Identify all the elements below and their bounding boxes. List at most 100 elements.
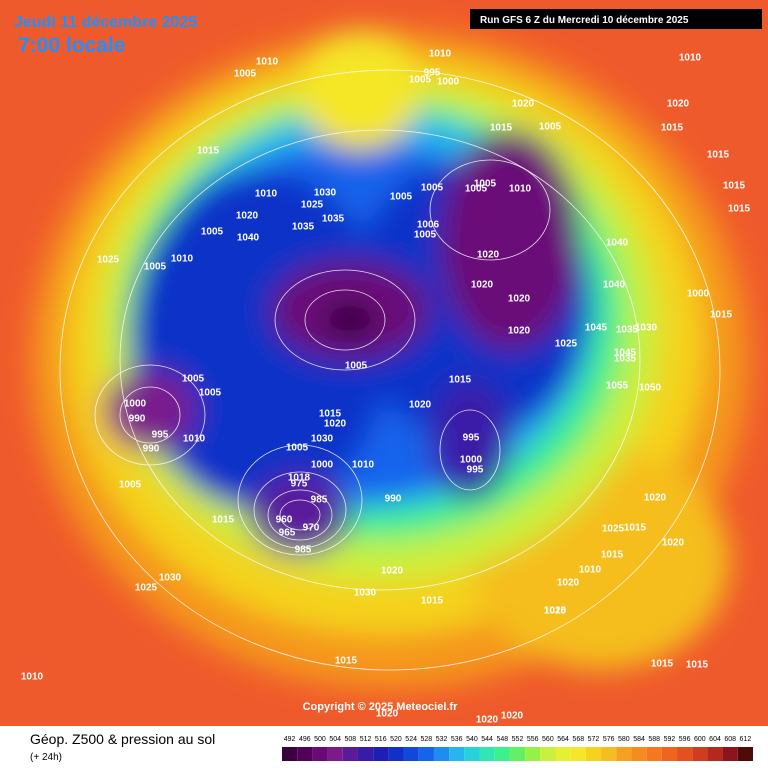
pressure-label: 990: [385, 494, 402, 505]
scale-cell: [555, 747, 571, 761]
pressure-label: 1005: [144, 262, 167, 273]
scale-cell: [403, 747, 419, 761]
pressure-label: 1015: [449, 375, 472, 386]
scale-cell: [692, 747, 708, 761]
pressure-label: 1020: [471, 280, 494, 291]
scale-label: 612: [740, 736, 752, 743]
pressure-label: 1005: [414, 230, 437, 241]
scale-label: 576: [603, 736, 615, 743]
scale-label: 492: [284, 736, 296, 743]
scale-cell: [373, 747, 389, 761]
pressure-label: 1015: [707, 150, 730, 161]
scale-cell: [312, 747, 328, 761]
scale-label: 500: [314, 736, 326, 743]
pressure-label: 1025: [555, 339, 578, 350]
scale-label: 552: [512, 736, 524, 743]
pressure-label: 1005: [234, 69, 257, 80]
pressure-label: 1000: [437, 77, 460, 88]
pressure-label: 995: [463, 433, 480, 444]
pressure-label: 1005: [199, 388, 222, 399]
pressure-label: 1025: [602, 524, 625, 535]
scale-label: 564: [557, 736, 569, 743]
scale-cell: [509, 747, 526, 761]
pressure-label: 1040: [237, 233, 260, 244]
pressure-label: 1025: [97, 255, 120, 266]
scale-label: 528: [420, 736, 432, 743]
scale-label: 604: [709, 736, 721, 743]
pressure-label: 1035: [614, 354, 637, 365]
scale-cell: [327, 747, 343, 761]
scale-cell: [570, 747, 586, 761]
scale-label: 560: [542, 736, 554, 743]
scale-cell: [357, 747, 374, 761]
pressure-label: 1020: [409, 400, 432, 411]
pressure-label: 1015: [601, 550, 624, 561]
pressure-label: 1030: [354, 588, 377, 599]
scale-label: 568: [572, 736, 584, 743]
scale-cell: [433, 747, 450, 761]
scale-label: 540: [466, 736, 478, 743]
pressure-label: 1015: [421, 596, 444, 607]
scale-cell: [388, 747, 404, 761]
pressure-label: 1010: [352, 460, 375, 471]
header-date: Jeudi 11 décembre 2025: [14, 14, 197, 31]
scale-label: 496: [299, 736, 311, 743]
pressure-label: 1000: [311, 460, 334, 471]
scale-label: 596: [679, 736, 691, 743]
scale-label: 504: [329, 736, 341, 743]
color-scale: 492 496 500 504 508 512 516 520 524 528 532 536 540 5…: [282, 736, 753, 761]
pressure-label: 1010: [255, 189, 278, 200]
scale-cell: [677, 747, 693, 761]
pressure-label: 1005: [421, 183, 444, 194]
pressure-label: 1010: [509, 184, 532, 195]
scale-label: 508: [345, 736, 357, 743]
scale-cell: [722, 747, 738, 761]
pressure-label: 1000: [687, 289, 710, 300]
pressure-label: 1015: [319, 409, 342, 420]
pressure-label: 1000: [460, 455, 483, 466]
scale-cell: [737, 747, 753, 761]
scale-label: 608: [724, 736, 736, 743]
pressure-label: 1005: [465, 184, 488, 195]
pressure-label: 1040: [603, 280, 626, 291]
pressure-label: 1005: [409, 75, 432, 86]
pressure-label: 1035: [322, 214, 345, 225]
pressure-label: 1005: [474, 179, 497, 190]
pressure-label: 1015: [335, 656, 358, 667]
pressure-label: 1015: [686, 660, 709, 671]
pressure-label: 985: [311, 495, 328, 506]
pressure-label: 1025: [135, 583, 158, 594]
pressure-label: 1005: [286, 443, 309, 454]
scale-cell: [631, 747, 647, 761]
scale-cell: [464, 747, 480, 761]
scale-label: 556: [527, 736, 539, 743]
pressure-label: 1010: [579, 565, 602, 576]
header-time: 7:00 locale: [18, 34, 125, 57]
pressure-label: 1020: [476, 715, 499, 726]
pressure-label: 1020: [667, 99, 690, 110]
scale-label: 548: [496, 736, 508, 743]
pressure-label: 1020: [644, 493, 667, 504]
pressure-label: 1035: [292, 222, 315, 233]
scale-cell: [661, 747, 678, 761]
scale-cell: [616, 747, 632, 761]
pressure-label: 1030: [314, 188, 337, 199]
pressure-label: 1030: [159, 573, 182, 584]
map-field: 1010101010051005995100010101020101510051…: [0, 0, 768, 726]
scale-cell: [479, 747, 495, 761]
pressure-label: 1015: [624, 523, 647, 534]
pressure-label: 1015: [544, 606, 567, 617]
pressure-label: 975: [291, 479, 308, 490]
scale-label: 588: [648, 736, 660, 743]
pressure-label: 1010: [183, 434, 206, 445]
pressure-label: 1020: [477, 250, 500, 261]
pressure-label: 1010: [429, 49, 452, 60]
scale-label: 544: [481, 736, 493, 743]
pressure-label: 995: [467, 465, 484, 476]
pressure-label: 960: [276, 515, 293, 526]
pressure-label: 1005: [539, 122, 562, 133]
pressure-label: 970: [303, 523, 320, 534]
scale-cell: [494, 747, 510, 761]
